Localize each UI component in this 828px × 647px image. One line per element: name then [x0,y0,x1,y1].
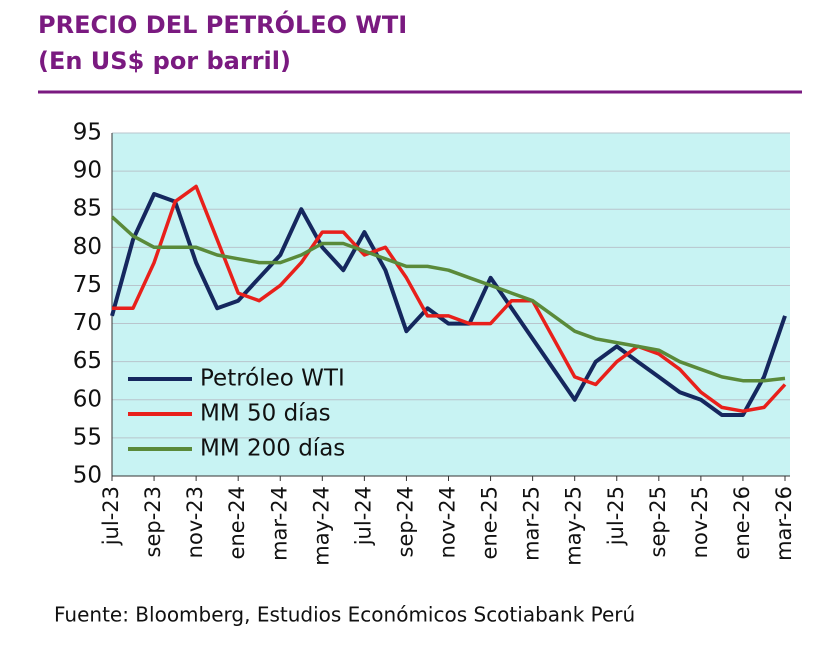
x-tick-label: may-25 [562,486,586,566]
y-tick-label: 70 [73,310,102,336]
series-line [110,192,787,417]
y-tick-label: 65 [73,348,102,374]
x-tick-label: nov-25 [688,486,712,558]
x-tick-label: nov-23 [183,486,207,558]
x-tick-label: sep-23 [141,486,165,558]
x-tick-label: jul-23 [99,486,123,546]
x-tick-label: nov-24 [436,486,460,558]
chart-subtitle: (En US$ por barril) [38,47,291,75]
y-tick-label: 95 [73,120,102,146]
y-tick-label: 75 [73,272,102,298]
legend-label: MM 200 días [200,436,345,462]
y-tick-label: 80 [73,234,102,260]
y-tick-label: 50 [73,463,102,489]
legend-label: Petróleo WTI [200,366,345,392]
x-tick-label: mar-25 [520,486,544,561]
y-tick-label: 85 [73,196,102,222]
y-tick-label: 60 [73,386,102,412]
legend-label: MM 50 días [200,401,331,427]
x-tick-label: sep-24 [393,486,417,558]
x-tick-label: ene-24 [225,486,249,559]
chart-title: PRECIO DEL PETRÓLEO WTI [38,9,407,39]
y-tick-label: 55 [73,424,102,450]
x-tick-label: sep-25 [646,486,670,558]
source-note: Fuente: Bloomberg, Estudios Económicos S… [54,603,635,627]
x-tick-label: jul-25 [604,486,628,546]
x-tick-label: mar-26 [772,486,796,561]
x-tick-label: ene-25 [478,486,502,559]
x-tick-label: ene-26 [730,486,754,559]
x-tick-label: jul-24 [351,486,375,546]
series-line [110,215,786,383]
x-tick-label: mar-24 [267,486,291,561]
y-tick-label: 90 [73,158,102,184]
x-tick-label: may-24 [309,486,333,566]
